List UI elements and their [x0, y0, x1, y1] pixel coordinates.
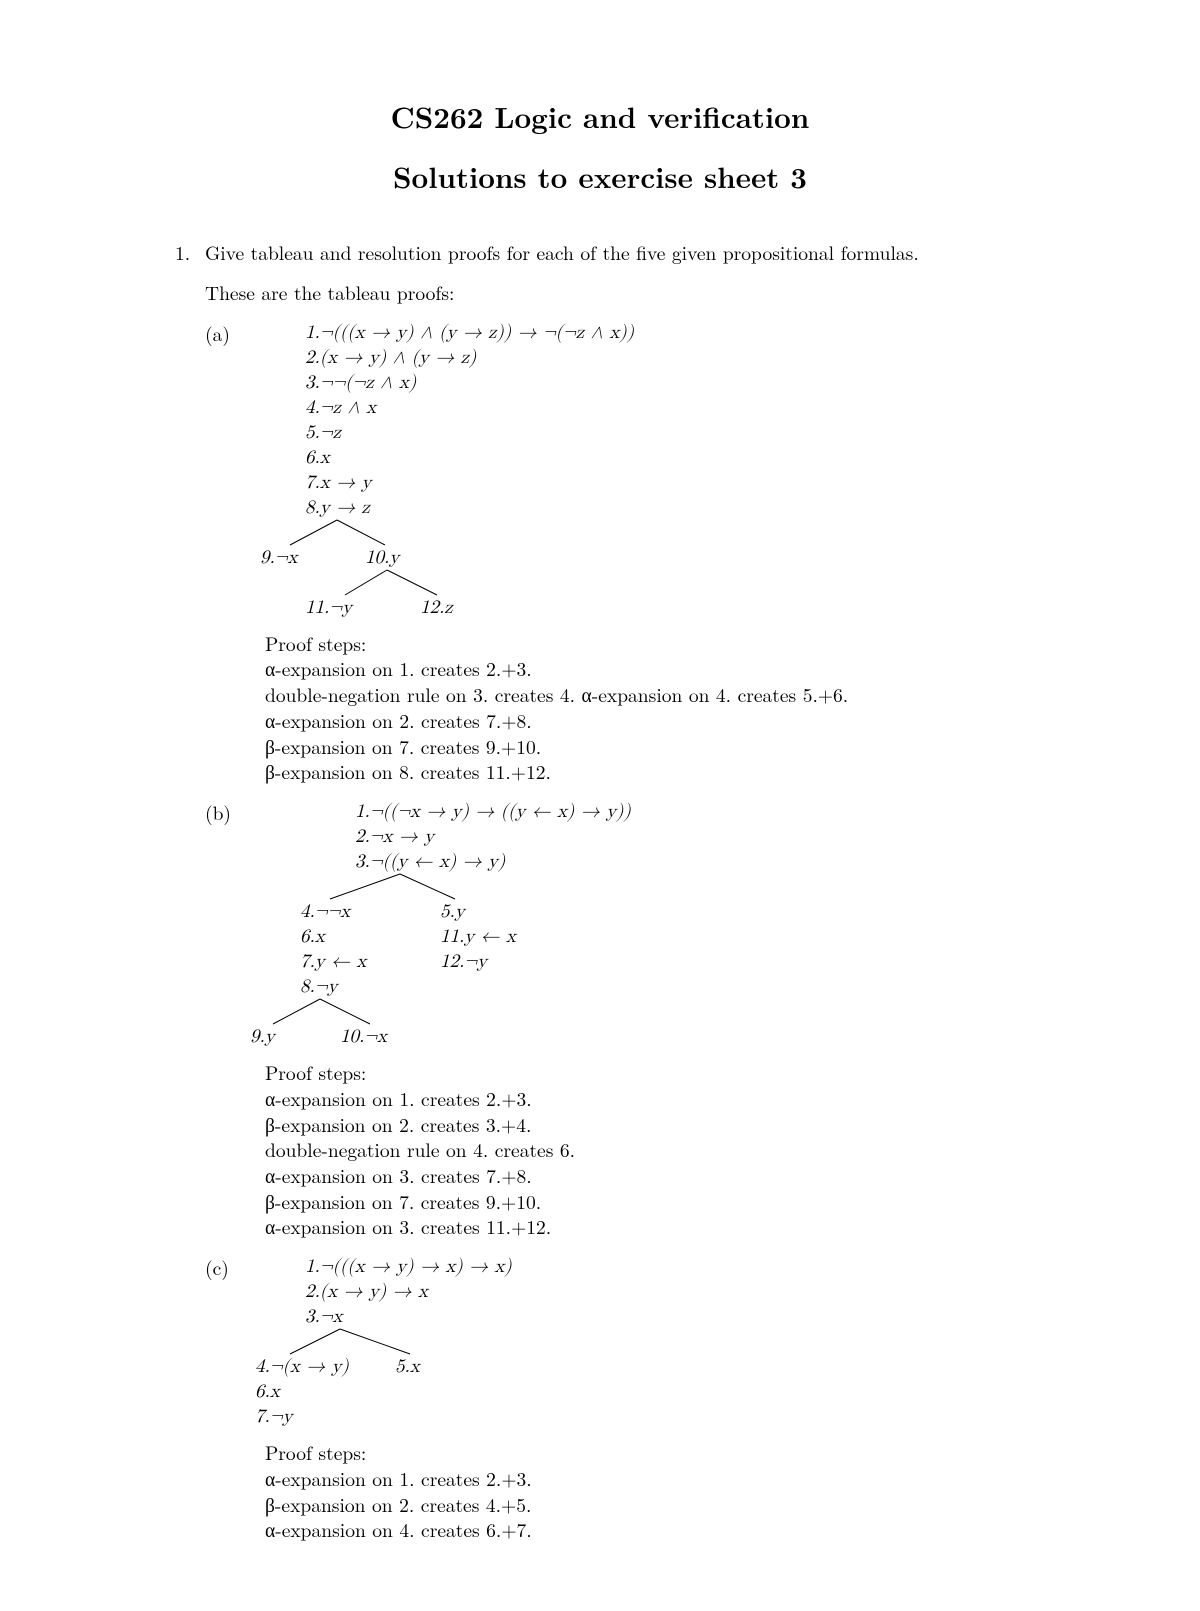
a-steps: Proof steps: α-expansion on 1. creates 2…	[265, 631, 1025, 785]
c-line-4: 4.¬(x → y)	[255, 1354, 349, 1380]
doc-title: CS262 Logic and verification	[175, 95, 1025, 137]
b-step-2: β-expansion on 2. creates 3.+4.	[265, 1112, 1025, 1138]
a-step-4: β-expansion on 7. creates 9.+10.	[265, 734, 1025, 760]
a-step-1: α-expansion on 1. creates 2.+3.	[265, 656, 1025, 682]
b-line-5: 5.y	[440, 899, 465, 925]
b-line-9: 9.y	[250, 1024, 275, 1050]
b-line-4: 4.¬¬x	[300, 899, 350, 925]
b-steps: Proof steps: α-expansion on 1. creates 2…	[265, 1060, 1025, 1240]
part-c: (c) 1.¬(((x → y) → x) → x) 2.(x → y) → x…	[205, 1254, 1025, 1543]
b-step-6: α-expansion on 3. creates 11.+12.	[265, 1214, 1025, 1240]
a-step-2: double-negation rule on 3. creates 4. α-…	[265, 682, 1025, 708]
a-line-9: 9.¬x	[260, 545, 298, 571]
a-line-10: 10.y	[365, 545, 399, 571]
b-step-3: double-negation rule on 4. creates 6.	[265, 1137, 1025, 1163]
part-a-label: (a)	[205, 320, 265, 785]
question-1: 1. Give tableau and resolution proofs fo…	[175, 239, 1025, 1543]
b-line-6: 6.x	[300, 924, 325, 950]
c-step-2: β-expansion on 2. creates 4.+5.	[265, 1492, 1025, 1518]
c-line-7: 7.¬y	[255, 1404, 293, 1430]
b-step-5: β-expansion on 7. creates 9.+10.	[265, 1189, 1025, 1215]
a-line-12: 12.z	[420, 595, 453, 621]
c-step-1: α-expansion on 1. creates 2.+3.	[265, 1466, 1025, 1492]
a-line-11: 11.¬y	[305, 595, 352, 621]
a-step-5: β-expansion on 8. creates 11.+12.	[265, 759, 1025, 785]
b-steps-hdr: Proof steps:	[265, 1060, 1025, 1086]
c-line-6: 6.x	[255, 1379, 280, 1405]
part-a: (a) 1.¬(((x → y) ∧ (y → z)) → ¬(¬z ∧ x))…	[205, 320, 1025, 785]
a-branch-svg	[265, 320, 565, 630]
c-line-5: 5.x	[395, 1354, 420, 1380]
b-line-12: 12.¬y	[440, 949, 487, 975]
b-line-11: 11.y ← x	[440, 924, 516, 950]
q1-number: 1.	[175, 239, 205, 1543]
a-step-3: α-expansion on 2. creates 7.+8.	[265, 708, 1025, 734]
b-step-1: α-expansion on 1. creates 2.+3.	[265, 1086, 1025, 1112]
a-steps-hdr: Proof steps:	[265, 631, 1025, 657]
part-b: (b) 1.¬((¬x → y) → ((y ← x) → y)) 2.¬x →…	[205, 799, 1025, 1240]
b-line-8: 8.¬y	[300, 974, 338, 1000]
page: CS262 Logic and verification Solutions t…	[0, 0, 1200, 1611]
c-step-3: α-expansion on 4. creates 6.+7.	[265, 1517, 1025, 1543]
q1-prompt: Give tableau and resolution proofs for e…	[205, 239, 1025, 265]
b-line-10: 10.¬x	[340, 1024, 387, 1050]
part-b-label: (b)	[205, 799, 265, 1240]
q1-intro: These are the tableau proofs:	[205, 279, 1025, 305]
c-steps: Proof steps: α-expansion on 1. creates 2…	[265, 1440, 1025, 1543]
b-line-7: 7.y ← x	[300, 949, 366, 975]
doc-subtitle: Solutions to exercise sheet 3	[175, 155, 1025, 197]
b-step-4: α-expansion on 3. creates 7.+8.	[265, 1163, 1025, 1189]
